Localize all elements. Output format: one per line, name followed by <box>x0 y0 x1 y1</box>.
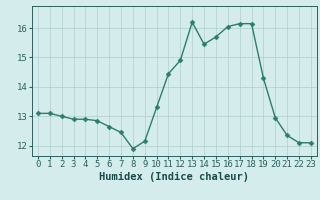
X-axis label: Humidex (Indice chaleur): Humidex (Indice chaleur) <box>100 172 249 182</box>
